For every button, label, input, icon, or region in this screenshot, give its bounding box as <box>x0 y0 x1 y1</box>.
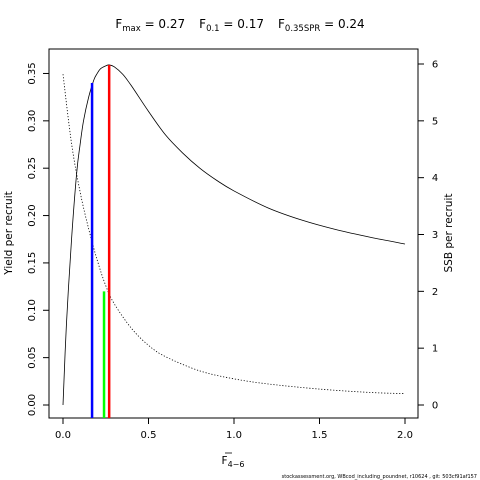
ssb-per-recruit-line <box>62 74 406 395</box>
x-axis: 0.0 0.5 1.0 1.5 2.0 <box>55 417 413 441</box>
y-right-tick-label: 2 <box>432 287 438 298</box>
y-axis-left: 0.00 0.05 0.10 0.15 0.20 0.25 0.30 0.35 <box>27 62 50 416</box>
y-axis-right: 0 1 2 3 4 5 6 <box>417 60 438 412</box>
y-left-tick-label: 0.10 <box>27 299 38 321</box>
fspr-sub: 0.35SPR <box>285 24 320 34</box>
x-tick-label: 0.0 <box>55 430 71 441</box>
f01-value: = 0.17 <box>220 17 264 31</box>
fspr-value: = 0.24 <box>320 17 364 31</box>
x-axis-title-main: F <box>222 455 228 467</box>
x-tick-label: 1.0 <box>226 430 242 441</box>
x-axis-title-sub: 4−6 <box>228 460 245 469</box>
y-left-tick-label: 0.35 <box>27 62 38 84</box>
x-axis-title: F4−6 <box>222 455 245 469</box>
y-left-tick-label: 0.30 <box>27 110 38 132</box>
f01-label: F <box>199 17 206 31</box>
y-axis-right-title: SSB per recruit <box>443 194 455 273</box>
fmax-value: = 0.27 <box>141 17 185 31</box>
y-left-tick-label: 0.15 <box>27 252 38 274</box>
x-tick-label: 1.5 <box>312 430 328 441</box>
fmax-label: F <box>115 17 122 31</box>
y-right-tick-label: 5 <box>432 116 438 127</box>
y-left-tick-label: 0.20 <box>27 204 38 226</box>
fspr-label: F <box>278 17 285 31</box>
y-right-tick-label: 0 <box>432 401 438 412</box>
y-right-tick-label: 3 <box>432 230 438 241</box>
fmax-sub: max <box>122 24 141 34</box>
f01-sub: 0.1 <box>206 24 220 34</box>
y-left-tick-label: 0.25 <box>27 157 38 179</box>
footnote: stockassessment.org, WBcod_including_pou… <box>282 474 477 480</box>
series-layer <box>62 64 406 406</box>
y-axis-left-title: Yield per recruit <box>3 191 15 275</box>
x-tick-label: 0.5 <box>141 430 157 441</box>
y-right-tick-label: 1 <box>432 344 438 355</box>
y-left-tick-label: 0.05 <box>27 347 38 369</box>
chart-title: Fmax = 0.27 F0.1 = 0.17 F0.35SPR = 0.24 <box>115 17 364 34</box>
x-tick-label: 2.0 <box>397 430 413 441</box>
reference-lines <box>90 64 111 418</box>
y-right-tick-label: 4 <box>432 173 438 184</box>
y-right-tick-label: 6 <box>432 60 438 71</box>
y-left-tick-label: 0.00 <box>27 394 38 416</box>
yield-per-recruit-line <box>62 64 406 406</box>
